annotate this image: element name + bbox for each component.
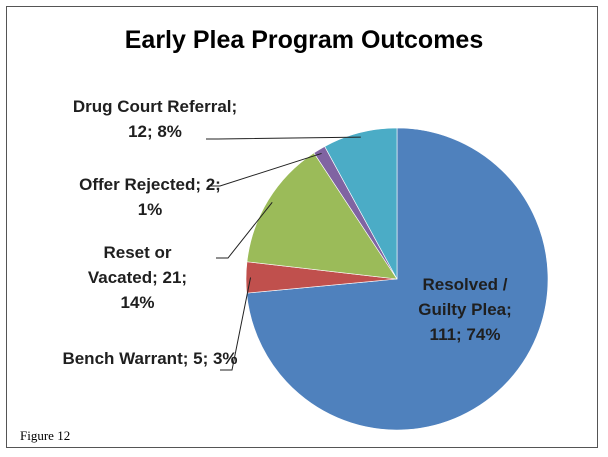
data-label: Offer Rejected; 2; 1% [79, 175, 221, 219]
leader-line [220, 277, 252, 371]
figure-caption: Figure 12 [20, 428, 71, 443]
chart-title: Early Plea Program Outcomes [124, 26, 484, 54]
data-label: Resolved / Guilty Plea; 111; 74% [418, 275, 512, 344]
pie-slice [324, 127, 398, 280]
data-label: Reset or Vacated; 21; 14% [87, 243, 188, 312]
leader-line [216, 201, 273, 259]
chart-frame [6, 6, 598, 448]
leader-line [206, 136, 361, 140]
leader-line [208, 152, 322, 187]
data-label: Bench Warrant; 5; 3% [62, 349, 238, 368]
data-label: Drug Court Referral; 12; 8% [72, 97, 238, 141]
